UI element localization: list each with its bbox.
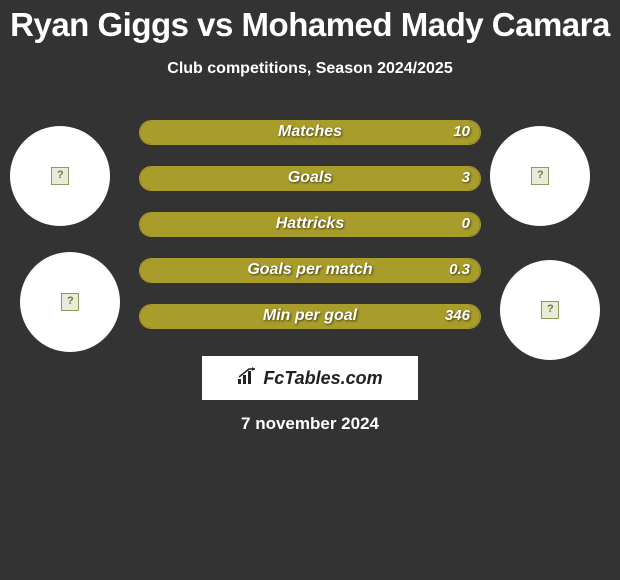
stat-row: Goals3 <box>139 166 481 191</box>
placeholder-icon <box>61 293 79 311</box>
stat-row: Goals per match0.3 <box>139 258 481 283</box>
stat-label: Goals <box>140 169 480 187</box>
date-text: 7 november 2024 <box>0 414 620 434</box>
avatar-right-top <box>490 126 590 226</box>
chart-icon <box>237 367 259 390</box>
page-title: Ryan Giggs vs Mohamed Mady Camara <box>0 0 620 44</box>
placeholder-icon <box>541 301 559 319</box>
stat-label: Matches <box>140 123 480 141</box>
stat-value-right: 346 <box>445 307 470 324</box>
avatar-left-bottom <box>20 252 120 352</box>
stat-row: Hattricks0 <box>139 212 481 237</box>
placeholder-icon <box>51 167 69 185</box>
page-subtitle: Club competitions, Season 2024/2025 <box>0 60 620 78</box>
stat-value-right: 0.3 <box>449 261 470 278</box>
logo-box: FcTables.com <box>202 356 418 400</box>
avatar-right-bottom <box>500 260 600 360</box>
stat-label: Goals per match <box>140 261 480 279</box>
stats-column: Matches10 Goals3 Hattricks0 Goals per match… <box>139 120 481 350</box>
stat-label: Min per goal <box>140 307 480 325</box>
stat-row: Matches10 <box>139 120 481 145</box>
stat-value-right: 3 <box>462 169 470 186</box>
placeholder-icon <box>531 167 549 185</box>
stat-label: Hattricks <box>140 215 480 233</box>
stat-value-right: 0 <box>462 215 470 232</box>
stat-value-right: 10 <box>453 123 470 140</box>
stat-row: Min per goal346 <box>139 304 481 329</box>
logo-text: FcTables.com <box>263 368 382 389</box>
avatar-left-top <box>10 126 110 226</box>
